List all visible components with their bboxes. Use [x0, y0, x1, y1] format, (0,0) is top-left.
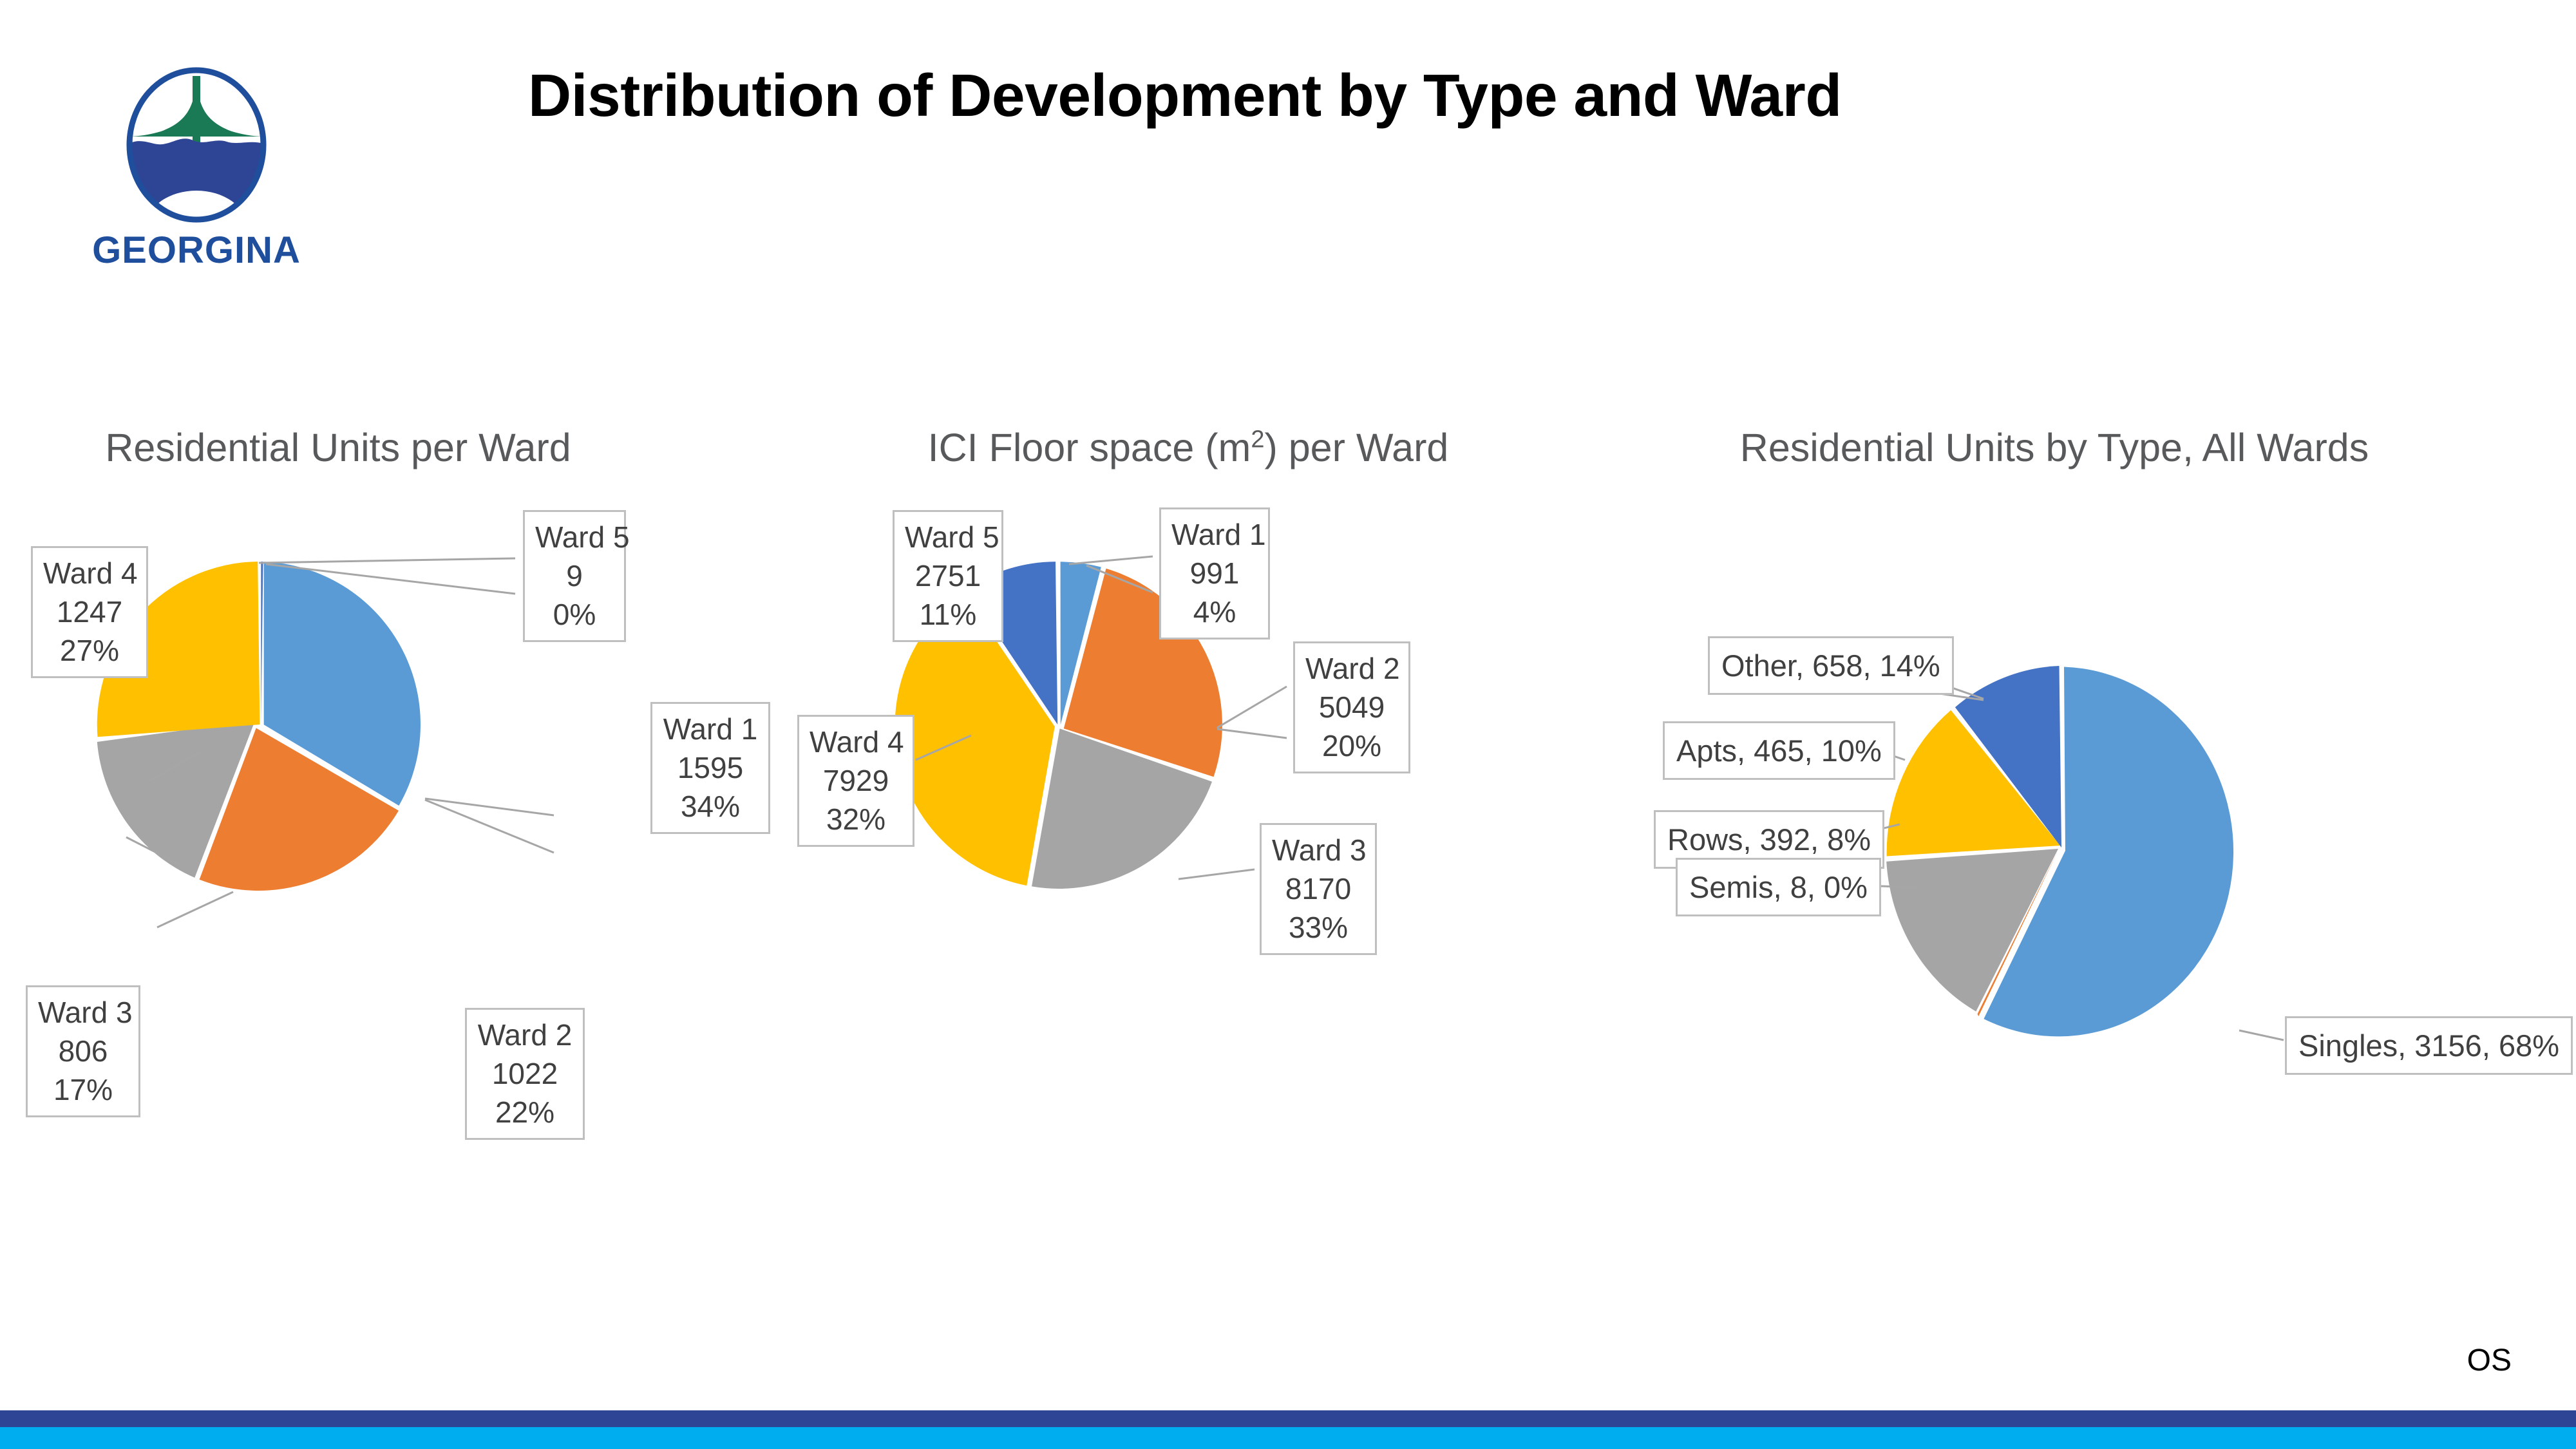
chart3-label-semis: Semis, 8, 0% — [1676, 858, 1881, 917]
chart3-pie — [1886, 666, 2234, 1037]
chart2-label-ward2-value: 5049 — [1318, 690, 1385, 724]
chart1-label-ward2-percent: 22% — [495, 1095, 555, 1129]
chart3-label-semis-text: Semis, 8, 0% — [1689, 870, 1868, 904]
chart1-label-ward5-value: 9 — [566, 558, 583, 592]
chart2-label-ward2-name: Ward 2 — [1305, 652, 1400, 685]
chart1-label-ward4-percent: 27% — [59, 633, 120, 667]
chart2-label-ward5-percent: 11% — [919, 597, 977, 631]
chart2-title-suffix: ) per Ward — [1264, 426, 1449, 469]
chart1-label-ward3-value: 806 — [58, 1034, 108, 1068]
chart2-title-superscript: 2 — [1251, 426, 1265, 453]
chart-residential-units-per-ward: Residential Units per Ward — [0, 425, 773, 1141]
chart1-label-ward4-name: Ward 4 — [43, 556, 138, 590]
chart2-label-ward4-name: Ward 4 — [810, 725, 904, 759]
georgina-crest-icon — [126, 67, 267, 223]
chart3-label-singles: Singles, 3156, 68% — [2285, 1016, 2573, 1075]
footer-bar-cyan — [0, 1427, 2576, 1449]
chart1-label-ward1-percent: 34% — [680, 789, 741, 823]
chart2-label-ward3-value: 8170 — [1285, 871, 1352, 905]
chart2-label-ward5-value: 2751 — [914, 558, 981, 592]
chart2-label-ward4: Ward 4 7929 32% — [797, 715, 914, 848]
chart1-pie — [97, 562, 421, 891]
chart2-label-ward2: Ward 2 5049 20% — [1293, 641, 1410, 774]
chart1-label-ward2: Ward 2 1022 22% — [465, 1008, 585, 1141]
chart2-label-ward4-value: 7929 — [822, 763, 889, 797]
chart1-label-ward5-percent: 0% — [553, 597, 596, 631]
chart3-label-singles-text: Singles, 3156, 68% — [2298, 1028, 2560, 1063]
chart2-label-ward1: Ward 1 991 4% — [1159, 507, 1270, 640]
page-marker: OS — [2467, 1343, 2512, 1378]
chart2-title-prefix: ICI Floor space (m — [927, 426, 1251, 469]
chart2-label-ward2-percent: 20% — [1321, 728, 1382, 762]
chart2-label-ward1-percent: 4% — [1193, 594, 1236, 629]
chart3-label-rows-text: Rows, 392, 8% — [1667, 822, 1871, 857]
chart2-label-ward3: Ward 3 8170 33% — [1260, 823, 1377, 956]
chart2-title: ICI Floor space (m2) per Ward — [850, 425, 1526, 470]
chart2-label-ward5-name: Ward 5 — [905, 520, 999, 554]
chart1-label-ward5: Ward 5 9 0% — [523, 510, 630, 643]
chart1-label-ward1: Ward 1 1595 34% — [650, 702, 770, 835]
chart2-label-ward5: Ward 5 2751 11% — [893, 510, 1003, 643]
chart3-label-apts-text: Apts, 465, 10% — [1676, 734, 1882, 768]
page-title: Distribution of Development by Type and … — [528, 62, 1842, 129]
chart3-title: Residential Units by Type, All Wards — [1739, 426, 2369, 469]
chart1-title: Residential Units per Ward — [105, 426, 571, 469]
chart2-label-ward3-percent: 33% — [1288, 910, 1349, 944]
chart3-label-other: Other, 658, 14% — [1708, 636, 1954, 696]
chart1-label-ward3-percent: 17% — [53, 1072, 113, 1106]
chart-residential-units-by-type: Residential Units by Type, All Wards — [1533, 425, 2576, 1133]
brand-name: GEORGINA — [92, 229, 301, 271]
chart1-label-ward1-name: Ward 1 — [663, 712, 758, 746]
chart2-label-ward4-percent: 32% — [826, 802, 886, 836]
chart3-label-apts: Apts, 465, 10% — [1663, 721, 1895, 781]
chart-ici-floor-space-per-ward: ICI Floor space (m2) per Ward — [766, 425, 1578, 1133]
chart2-label-ward1-value: 991 — [1189, 556, 1240, 590]
chart2-label-ward3-name: Ward 3 — [1272, 833, 1367, 867]
chart2-label-ward1-name: Ward 1 — [1171, 518, 1266, 551]
chart1-label-ward1-value: 1595 — [677, 750, 744, 784]
chart1-label-ward3: Ward 3 806 17% — [26, 985, 140, 1118]
chart1-label-ward4-value: 1247 — [56, 594, 123, 629]
chart1-label-ward4: Ward 4 1247 27% — [31, 546, 148, 679]
georgina-logo: GEORGINA — [90, 64, 303, 283]
chart2-pie — [895, 562, 1222, 889]
chart3-label-other-text: Other, 658, 14% — [1721, 649, 1940, 683]
chart1-label-ward2-value: 1022 — [491, 1056, 558, 1090]
chart1-label-ward5-name: Ward 5 — [535, 520, 630, 554]
chart1-label-ward3-name: Ward 3 — [38, 996, 133, 1029]
footer-bar-dark — [0, 1410, 2576, 1427]
chart1-label-ward2-name: Ward 2 — [477, 1018, 573, 1052]
